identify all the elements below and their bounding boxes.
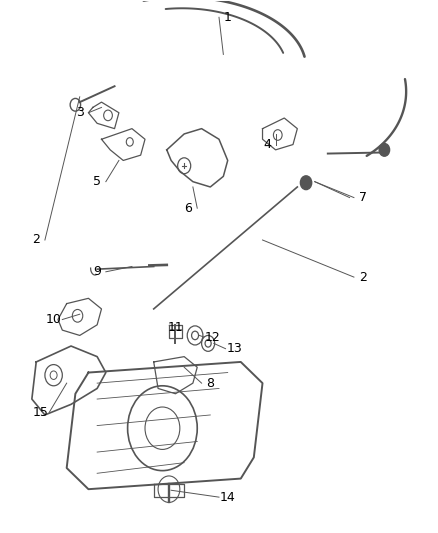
Circle shape	[379, 143, 390, 156]
Text: 13: 13	[226, 342, 242, 355]
Text: 4: 4	[263, 138, 271, 151]
Text: 8: 8	[206, 377, 214, 390]
Text: 7: 7	[359, 191, 367, 204]
Text: 11: 11	[168, 321, 184, 334]
Text: 14: 14	[220, 491, 236, 504]
Text: 15: 15	[32, 406, 49, 419]
Text: 5: 5	[93, 175, 101, 188]
Circle shape	[300, 176, 312, 190]
Text: 9: 9	[93, 265, 101, 278]
Text: 10: 10	[46, 313, 62, 326]
Text: 12: 12	[205, 330, 220, 344]
Text: 3: 3	[76, 106, 84, 119]
Text: 1: 1	[224, 11, 232, 24]
Text: 2: 2	[359, 271, 367, 284]
Text: 2: 2	[32, 233, 40, 246]
Text: 6: 6	[184, 201, 192, 215]
